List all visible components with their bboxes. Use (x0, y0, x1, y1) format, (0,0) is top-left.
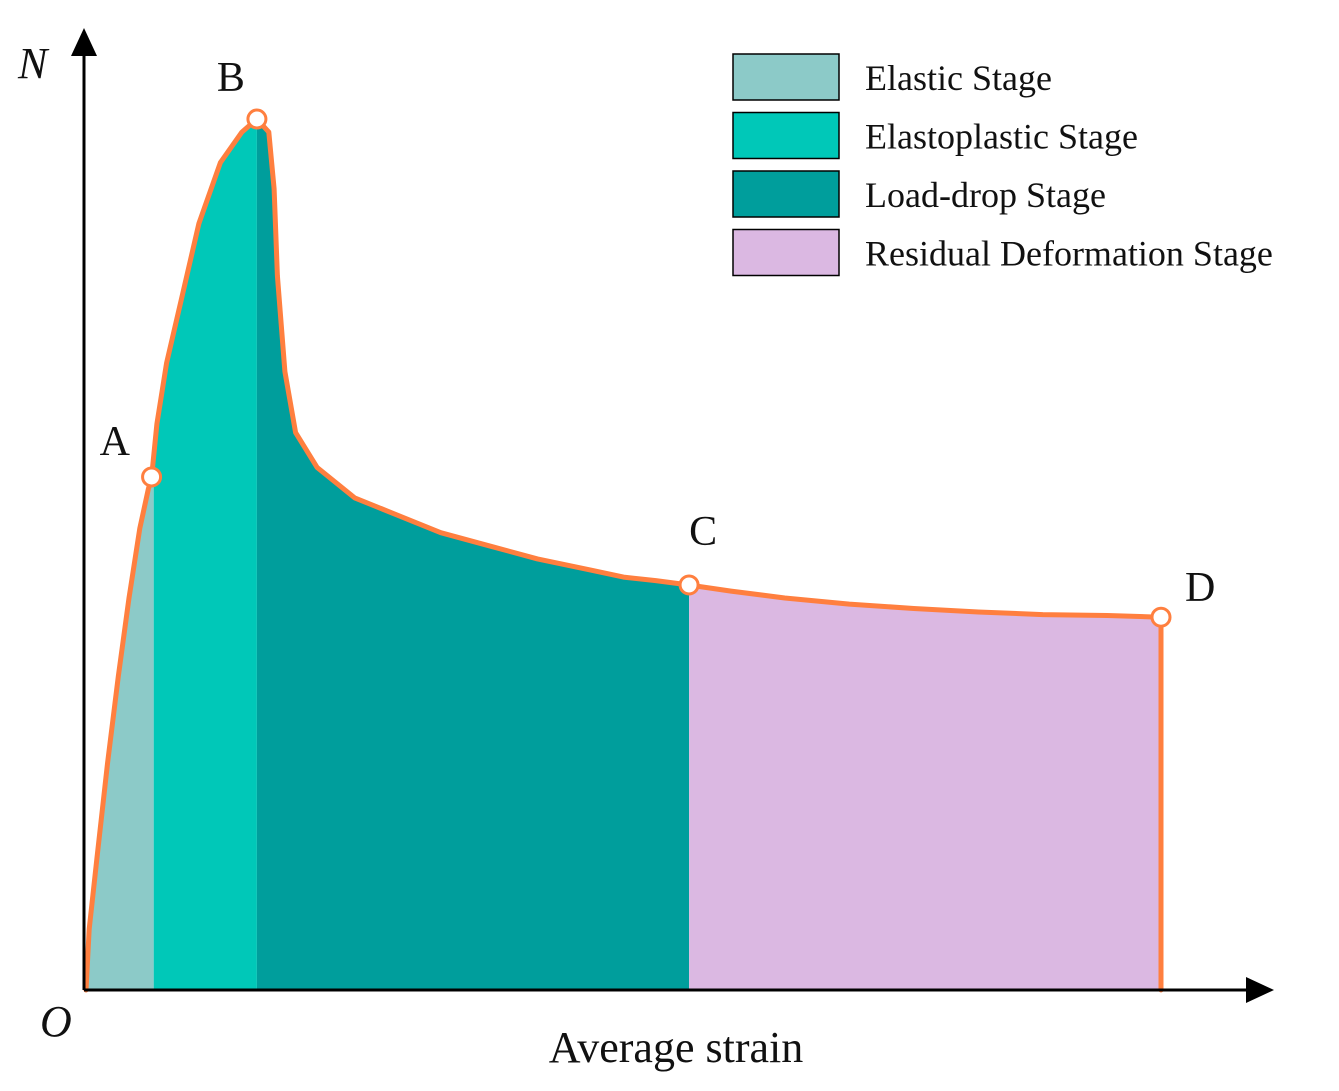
point-b-marker (246, 108, 268, 130)
y-axis-arrow (71, 28, 97, 56)
key-points: A B C D (100, 55, 1215, 628)
legend-swatch-2 (732, 111, 840, 160)
point-d-label: D (1185, 565, 1215, 611)
legend-label-3: Load-drop Stage (865, 175, 1106, 215)
x-axis-label: Average strain (549, 1023, 804, 1072)
origin-label: O (40, 997, 72, 1046)
curve-layer (83, 116, 1164, 993)
stage-regions (86, 119, 1161, 990)
point-a-marker (141, 466, 163, 488)
load-curve (83, 116, 1164, 993)
x-axis-arrow (1246, 977, 1274, 1003)
point-c-label: C (689, 509, 717, 555)
legend-swatch-3 (732, 170, 840, 218)
stage-region-1 (86, 455, 154, 990)
point-d-marker (1150, 606, 1172, 628)
stage-region-4 (689, 585, 1161, 990)
legend-label-4: Residual Deformation Stage (865, 234, 1273, 274)
stage-region-3 (256, 119, 690, 990)
legend-label-1: Elastic Stage (865, 58, 1052, 98)
y-axis-label: N (17, 39, 50, 88)
legend-swatch-4 (732, 228, 840, 277)
legend: Elastic Stage Elastoplastic Stage Load-dro… (732, 53, 1273, 277)
point-c-marker (678, 574, 700, 596)
legend-swatch-1 (732, 53, 840, 101)
point-a-label: A (100, 419, 131, 465)
point-b-label: B (217, 55, 245, 101)
stage-region-2 (153, 119, 257, 990)
legend-label-2: Elastoplastic Stage (865, 117, 1138, 157)
